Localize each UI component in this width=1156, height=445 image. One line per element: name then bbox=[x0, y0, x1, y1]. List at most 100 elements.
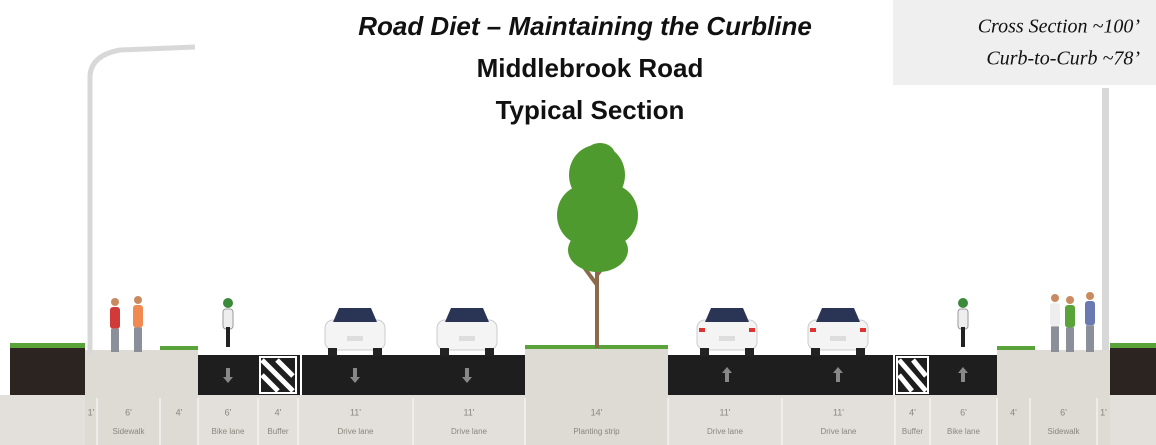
segment-name: Drive lane bbox=[820, 427, 857, 436]
car-plate bbox=[719, 336, 735, 341]
subtitle: Middlebrook Road bbox=[477, 53, 704, 83]
car-wheel bbox=[373, 348, 382, 356]
cyclist-body bbox=[957, 308, 969, 330]
segment-width: 1' bbox=[1100, 407, 1107, 417]
car-body bbox=[324, 319, 386, 351]
car-plate bbox=[830, 336, 846, 341]
car-wheel bbox=[485, 348, 494, 356]
person-head bbox=[1086, 292, 1094, 300]
segment-name: Drive lane bbox=[451, 427, 488, 436]
person-head bbox=[1066, 296, 1074, 304]
grass bbox=[997, 346, 1035, 350]
segment-width: 4' bbox=[176, 407, 183, 417]
soil bbox=[10, 347, 85, 395]
planting-strip bbox=[525, 349, 668, 445]
segment-width: 11' bbox=[833, 407, 844, 417]
lane-arrow bbox=[223, 368, 233, 383]
person-legs bbox=[1066, 327, 1074, 352]
segment-width: 6' bbox=[225, 407, 232, 417]
lane-arrow bbox=[722, 367, 732, 382]
tail-light bbox=[699, 328, 705, 332]
cyclist-head bbox=[223, 298, 233, 308]
car bbox=[436, 308, 498, 356]
title: Road Diet – Maintaining the Curbline bbox=[358, 11, 812, 41]
car-roof bbox=[816, 308, 860, 322]
person-legs bbox=[1051, 326, 1059, 352]
person-body bbox=[110, 307, 120, 329]
segment-name: Drive lane bbox=[337, 427, 374, 436]
car-plate bbox=[459, 336, 475, 341]
segment-width: 11' bbox=[463, 407, 474, 417]
subtitle: Typical Section bbox=[496, 95, 685, 125]
soil bbox=[1110, 347, 1156, 395]
grass bbox=[10, 343, 85, 348]
lane-line bbox=[300, 355, 302, 395]
lane-arrow bbox=[350, 368, 360, 383]
tail-light bbox=[860, 328, 866, 332]
cyclist-body bbox=[222, 308, 234, 330]
tail-light bbox=[749, 328, 755, 332]
person-head bbox=[111, 298, 119, 306]
info-box bbox=[893, 0, 1156, 85]
street-light bbox=[87, 44, 196, 355]
car-wheel bbox=[440, 348, 449, 356]
car-wheel bbox=[745, 348, 754, 356]
person-head bbox=[1051, 294, 1059, 302]
tree-canopy bbox=[557, 143, 638, 272]
bike-wheel bbox=[961, 327, 965, 347]
car-body bbox=[696, 319, 758, 351]
segment-name: Planting strip bbox=[573, 427, 620, 436]
car-body bbox=[807, 319, 869, 351]
cyclist-head bbox=[958, 298, 968, 308]
person-body bbox=[1050, 303, 1060, 327]
asphalt bbox=[198, 355, 525, 395]
segment-name: Drive lane bbox=[707, 427, 744, 436]
grass bbox=[1110, 343, 1156, 348]
segment-width: 6' bbox=[125, 407, 132, 417]
lane-arrow bbox=[833, 367, 843, 382]
person-legs bbox=[1086, 325, 1094, 352]
bike-wheel bbox=[226, 327, 230, 347]
sidewalk bbox=[85, 350, 198, 445]
car-wheel bbox=[700, 348, 709, 356]
person-head bbox=[134, 296, 142, 304]
segment-width: 6' bbox=[1060, 407, 1067, 417]
person-legs bbox=[134, 327, 142, 352]
segment-width: 11' bbox=[350, 407, 361, 417]
segment-name: Sidewalk bbox=[1047, 427, 1080, 436]
segment-name: Buffer bbox=[902, 427, 924, 436]
sidewalk bbox=[997, 350, 1110, 445]
person-body bbox=[1085, 301, 1095, 326]
grass bbox=[160, 346, 198, 350]
car-roof bbox=[705, 308, 749, 322]
segment-name: Bike lane bbox=[212, 427, 245, 436]
car-plate bbox=[347, 336, 363, 341]
lane-arrow bbox=[462, 368, 472, 383]
car-wheel bbox=[328, 348, 337, 356]
segment-width: 1' bbox=[88, 407, 95, 417]
tail-light bbox=[810, 328, 816, 332]
car bbox=[807, 308, 869, 356]
car-wheel bbox=[811, 348, 820, 356]
car-body bbox=[436, 319, 498, 351]
car-wheel bbox=[856, 348, 865, 356]
car-roof bbox=[333, 308, 377, 322]
segment-width: 4' bbox=[275, 407, 282, 417]
scene bbox=[0, 44, 1156, 445]
segment-width: 4' bbox=[1010, 407, 1017, 417]
segment-width: 6' bbox=[960, 407, 967, 417]
segment-name: Bike lane bbox=[947, 427, 980, 436]
person-body bbox=[1065, 305, 1075, 328]
car-roof bbox=[445, 308, 489, 322]
lane-arrow bbox=[958, 367, 968, 382]
person-legs bbox=[111, 328, 119, 352]
segment-name: Sidewalk bbox=[112, 427, 145, 436]
person-body bbox=[133, 305, 143, 328]
segment-name: Buffer bbox=[267, 427, 289, 436]
segment-width: 4' bbox=[909, 407, 916, 417]
segment-width: 14' bbox=[591, 407, 603, 417]
info-line: Curb-to-Curb ~78’ bbox=[986, 48, 1140, 70]
buffer-hatch bbox=[259, 356, 929, 394]
street-light bbox=[1102, 88, 1109, 350]
